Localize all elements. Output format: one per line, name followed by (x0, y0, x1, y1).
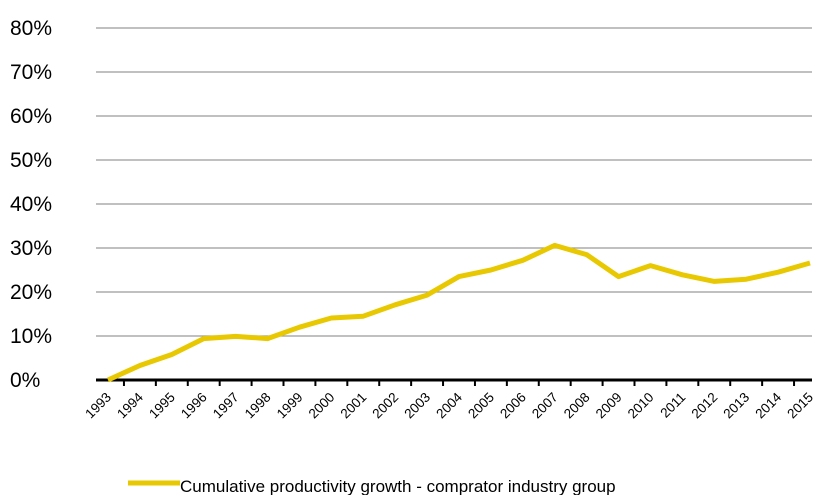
x-tick-label: 1995 (146, 390, 178, 422)
y-tick-label: 0% (10, 369, 40, 392)
series-line (106, 242, 811, 383)
gridlines (96, 27, 812, 337)
x-tick-label: 2006 (497, 390, 529, 422)
x-tick-label: 2001 (338, 390, 370, 422)
x-tick-label: 1993 (82, 390, 114, 422)
x-tick-label: 2005 (465, 390, 497, 422)
x-tick-label: 1999 (274, 390, 306, 422)
x-tick-label: 1997 (210, 390, 242, 422)
x-tick-label: 2004 (433, 389, 465, 421)
y-tick-label: 60% (10, 105, 52, 128)
x-tick-label: 2010 (625, 390, 657, 422)
y-tick-label: 40% (10, 193, 52, 216)
x-tick-label: 2014 (752, 389, 784, 421)
x-tick-label: 2015 (784, 390, 816, 422)
x-tick-label: 2012 (689, 390, 721, 422)
y-axis-tick-labels: 0% 10% 20% 30% 40% 50% 60% 70% 80% (10, 17, 52, 392)
x-axis-tick-marks (122, 380, 796, 386)
y-tick-label: 20% (10, 281, 52, 304)
legend: Cumulative productivity growth - comprat… (128, 477, 616, 495)
x-tick-label: 2008 (561, 390, 593, 422)
x-tick-label: 1996 (178, 390, 210, 422)
y-tick-label: 10% (10, 325, 52, 348)
x-tick-label: 2009 (593, 390, 625, 422)
legend-label: Cumulative productivity growth - comprat… (180, 477, 616, 495)
x-tick-label: 1998 (242, 390, 274, 422)
x-tick-label: 1994 (114, 389, 146, 421)
x-tick-label: 2002 (369, 390, 401, 422)
x-tick-label: 2007 (529, 390, 561, 422)
x-tick-label: 2011 (657, 390, 688, 421)
x-axis-tick-labels: 1993 1994 1995 1996 1997 1998 1999 2000 2001 2002… (82, 389, 816, 421)
series-layer (106, 242, 811, 383)
y-tick-label: 30% (10, 237, 52, 260)
x-tick-label: 2013 (720, 390, 752, 422)
x-tick-label: 2000 (306, 390, 338, 422)
y-tick-label: 50% (10, 149, 52, 172)
y-tick-label: 70% (10, 61, 52, 84)
y-tick-label: 80% (10, 17, 52, 40)
x-tick-label: 2003 (401, 390, 433, 422)
